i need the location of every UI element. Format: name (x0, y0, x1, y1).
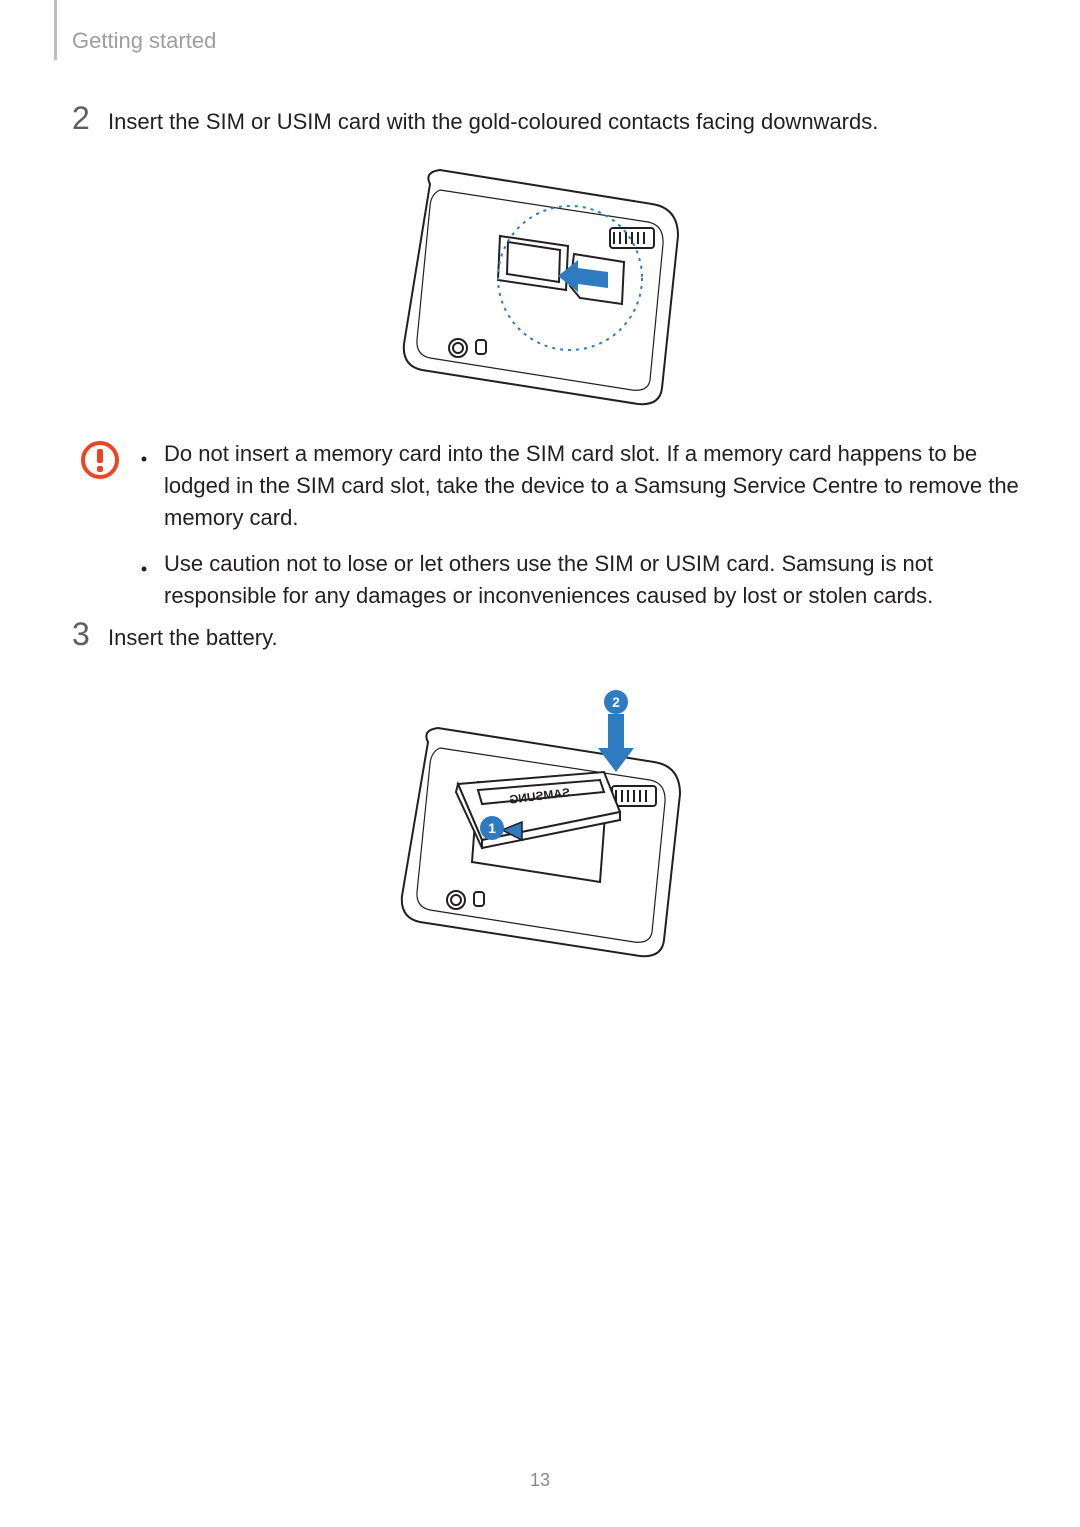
arrow-down-icon (598, 714, 634, 772)
caution-item-text: Use caution not to lose or let others us… (164, 548, 1020, 612)
page-number: 13 (0, 1470, 1080, 1491)
illustration-battery-insert: SAMSUNG 1 2 (0, 672, 1080, 962)
bullet-icon (140, 548, 164, 612)
step-3-text: Insert the battery. (108, 618, 278, 654)
step-marker-1: 1 (480, 816, 504, 840)
bullet-icon (140, 438, 164, 534)
caution-item: Do not insert a memory card into the SIM… (140, 438, 1020, 534)
svg-text:2: 2 (612, 694, 620, 710)
caution-list: Do not insert a memory card into the SIM… (140, 438, 1020, 625)
step-marker-2: 2 (604, 690, 628, 714)
step-3-number: 3 (72, 618, 108, 650)
step-2: 2 Insert the SIM or USIM card with the g… (72, 102, 1012, 138)
caution-item-text: Do not insert a memory card into the SIM… (164, 438, 1020, 534)
step-2-text: Insert the SIM or USIM card with the gol… (108, 102, 878, 138)
illustration-sim-insert (0, 158, 1080, 418)
step-3: 3 Insert the battery. (72, 618, 1012, 654)
caution-icon (80, 438, 140, 625)
header-tab-mark (54, 0, 57, 60)
caution-block: Do not insert a memory card into the SIM… (80, 438, 1020, 625)
caution-item: Use caution not to lose or let others us… (140, 548, 1020, 612)
section-title: Getting started (72, 28, 216, 54)
step-2-number: 2 (72, 102, 108, 134)
svg-text:1: 1 (488, 820, 496, 836)
